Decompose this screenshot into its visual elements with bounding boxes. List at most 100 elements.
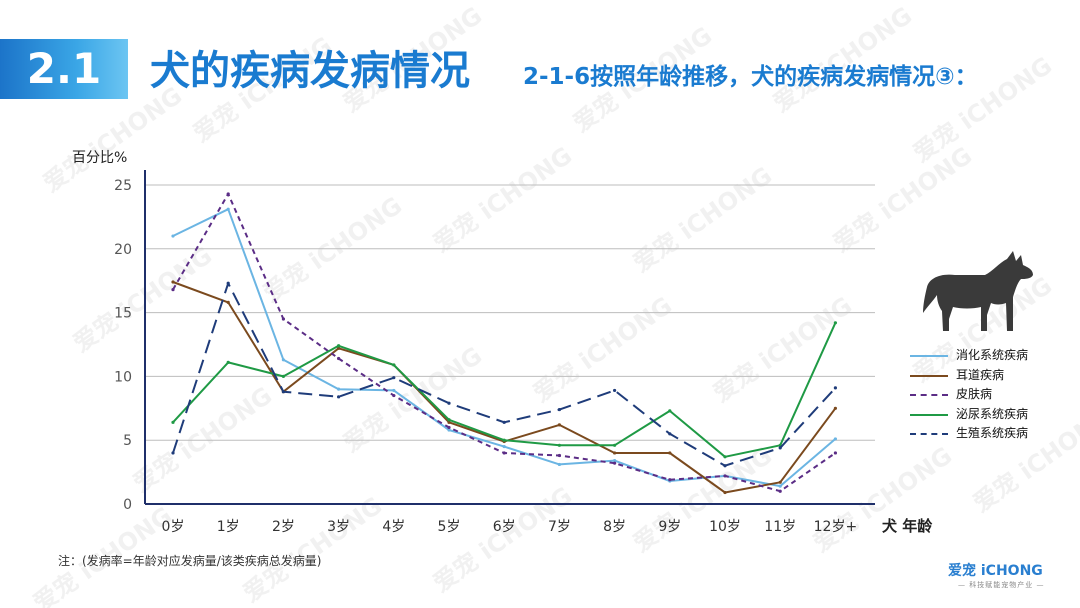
series-line-1 — [172, 208, 837, 488]
page-subtitle: 2-1-6按照年龄推移，犬的疾病发病情况③： — [523, 64, 978, 90]
data-point — [281, 358, 285, 362]
page-title: 犬的疾病发病情况 — [150, 48, 470, 94]
data-point — [778, 480, 782, 484]
x-tick-label: 8岁 — [603, 519, 626, 535]
data-point — [778, 484, 782, 488]
data-point — [668, 451, 672, 455]
x-tick-label: 11岁 — [764, 519, 796, 535]
data-point — [226, 281, 230, 285]
data-point — [557, 423, 562, 427]
data-point — [613, 461, 617, 465]
data-point — [447, 428, 451, 432]
data-point — [723, 464, 727, 468]
data-point — [557, 407, 562, 412]
data-point — [337, 344, 341, 348]
legend-swatch — [910, 374, 948, 377]
data-point — [447, 418, 451, 422]
y-axis-unit-label: 百分比% — [72, 150, 128, 166]
data-point — [226, 192, 230, 196]
x-tick-label: 6岁 — [493, 519, 516, 535]
x-tick-label: 0岁 — [162, 519, 185, 535]
legend-swatch — [910, 413, 948, 416]
data-point — [723, 455, 727, 459]
data-point — [833, 437, 838, 441]
x-tick-label: 5岁 — [438, 519, 461, 535]
data-point — [171, 420, 175, 424]
data-point — [281, 374, 285, 378]
data-point — [557, 462, 562, 467]
data-point — [337, 346, 341, 350]
y-tick-label: 20 — [114, 242, 132, 258]
data-point — [833, 451, 838, 455]
data-point — [226, 360, 230, 364]
data-point — [557, 453, 562, 458]
legend-label: 生殖系统疾病 — [956, 426, 1029, 440]
data-point — [723, 474, 727, 478]
data-point — [337, 395, 341, 399]
data-point — [502, 451, 506, 455]
data-point — [833, 386, 838, 390]
data-point — [392, 376, 396, 380]
data-point — [723, 490, 727, 495]
legend-label: 皮肤病 — [956, 387, 993, 401]
data-point — [281, 390, 285, 394]
data-point — [778, 446, 782, 450]
series-line-4 — [172, 322, 837, 458]
data-point — [392, 393, 396, 398]
legend-label: 泌尿系统疾病 — [956, 406, 1029, 421]
series-line-2 — [172, 281, 837, 494]
data-point — [778, 489, 782, 493]
legend-swatch — [910, 394, 948, 396]
data-point — [392, 363, 396, 367]
data-point — [171, 234, 175, 238]
x-tick-label: 1岁 — [217, 519, 240, 535]
data-point — [171, 280, 175, 284]
x-tick-label: 9岁 — [658, 519, 681, 535]
y-tick-label: 5 — [123, 433, 132, 449]
legend-label: 消化系统疾病 — [956, 348, 1029, 362]
data-point — [833, 321, 838, 325]
data-point — [226, 300, 230, 304]
data-point — [833, 406, 838, 410]
data-point — [447, 420, 451, 424]
x-tick-label: 4岁 — [382, 519, 405, 535]
data-point — [613, 459, 617, 463]
data-point — [613, 451, 617, 455]
data-point — [447, 425, 451, 430]
brand-tagline: — 科技赋能宠物产业 — — [958, 581, 1045, 589]
x-axis-unit-label: 犬 年龄 — [882, 517, 933, 535]
x-tick-label: 10岁 — [709, 519, 741, 535]
data-point — [171, 451, 175, 455]
y-tick-label: 25 — [114, 178, 132, 194]
brand-logo: 爱宠 iCHONG — [948, 563, 1043, 579]
legend-swatch — [910, 355, 948, 357]
data-point — [613, 443, 617, 447]
x-tick-label: 7岁 — [548, 519, 571, 535]
legend-swatch — [910, 433, 948, 435]
section-badge — [0, 39, 128, 99]
y-tick-label: 0 — [123, 497, 132, 513]
data-point — [337, 387, 341, 391]
x-tick-label: 2岁 — [272, 519, 295, 535]
data-point — [392, 388, 396, 393]
y-tick-label: 15 — [114, 306, 132, 322]
data-point — [668, 478, 672, 482]
data-point — [502, 438, 506, 442]
data-point — [557, 443, 562, 447]
x-tick-label: 3岁 — [327, 519, 350, 535]
data-point — [171, 288, 175, 292]
data-point — [668, 432, 672, 436]
section-number: 2.1 — [26, 44, 102, 93]
data-point — [668, 409, 672, 413]
footnote: 注：(发病率=年龄对应发病量/该类疾病总发病量) — [58, 554, 322, 568]
data-point — [502, 444, 506, 449]
data-point — [502, 420, 506, 424]
data-point — [447, 401, 451, 405]
y-tick-label: 10 — [114, 369, 132, 385]
data-point — [281, 317, 285, 321]
data-point — [337, 356, 341, 361]
data-point — [226, 207, 230, 211]
dog-silhouette-icon — [923, 251, 1033, 331]
data-point — [613, 388, 617, 393]
